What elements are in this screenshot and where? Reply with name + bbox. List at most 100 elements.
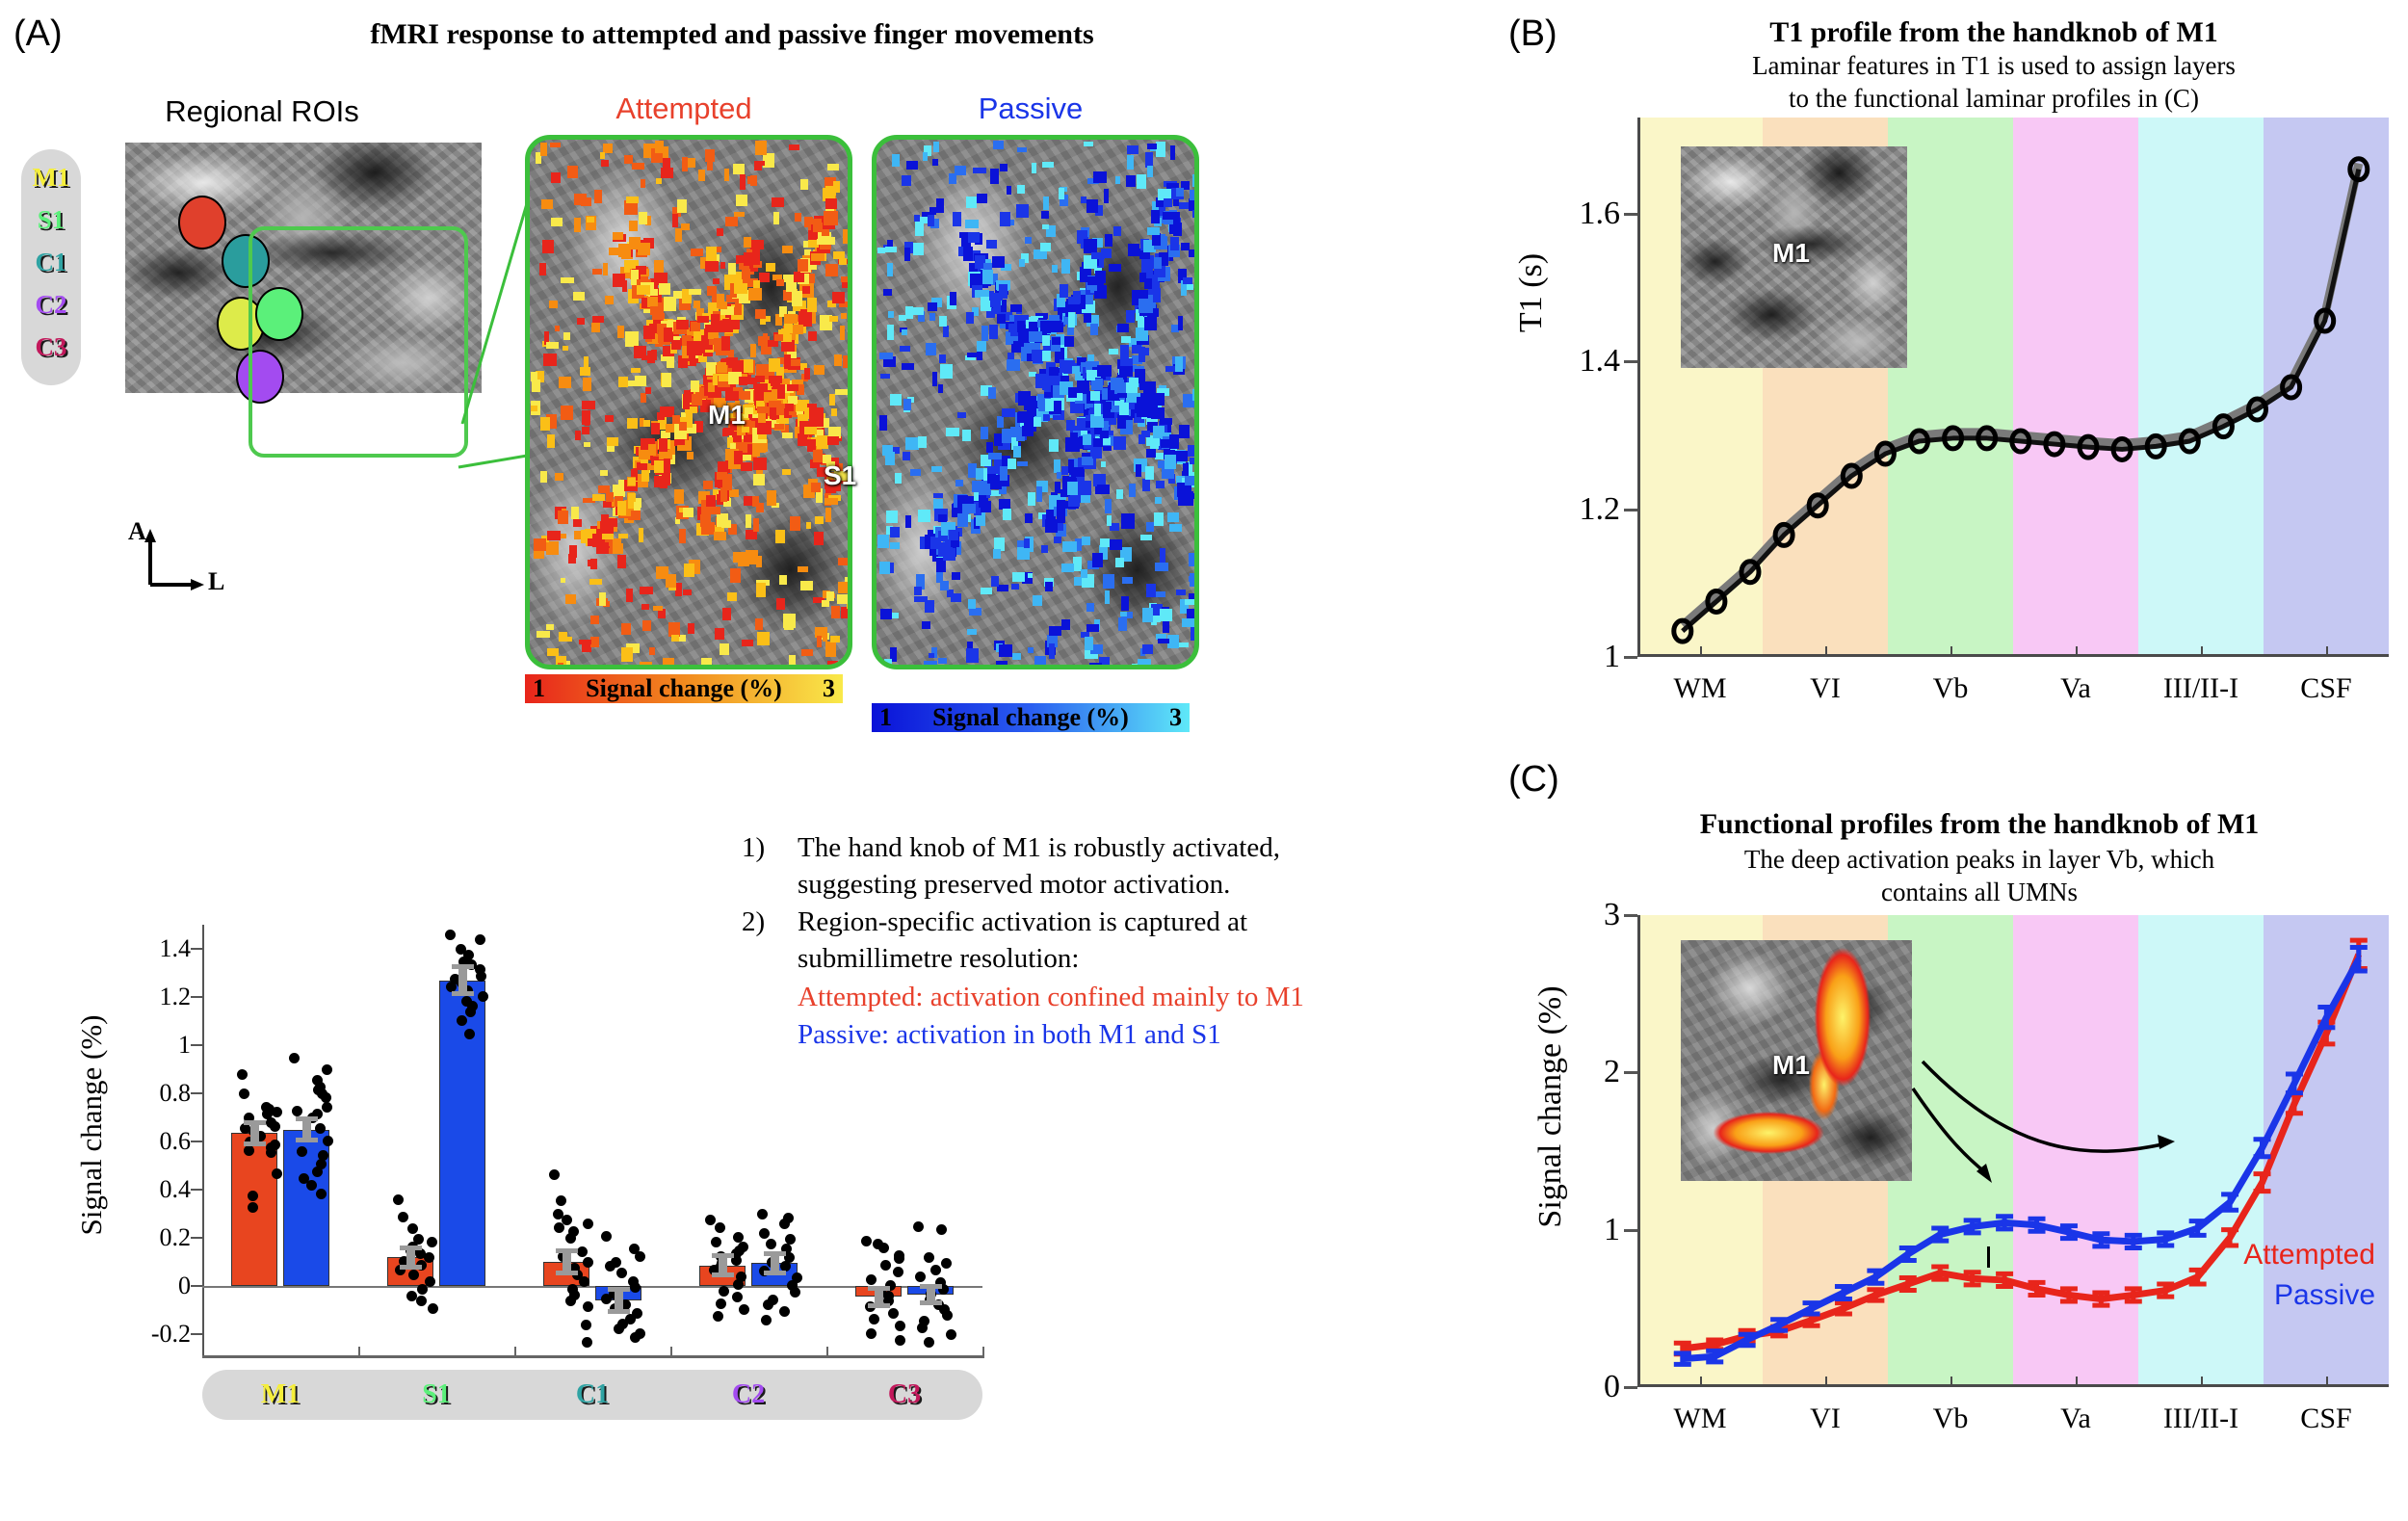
bar-chart-data-point bbox=[937, 1283, 949, 1295]
activation-voxel bbox=[732, 431, 742, 443]
layer-band-iii-ii-i bbox=[2138, 915, 2264, 1387]
activation-voxel bbox=[1136, 464, 1141, 478]
bar-chart-data-point bbox=[450, 974, 461, 985]
bar-chart-data-point bbox=[784, 1234, 796, 1246]
activation-voxel bbox=[753, 518, 760, 532]
activation-voxel bbox=[537, 631, 551, 639]
activation-voxel bbox=[543, 330, 550, 346]
activation-voxel bbox=[981, 587, 992, 594]
activation-voxel bbox=[834, 354, 843, 367]
data-point-marker bbox=[2144, 433, 2167, 459]
activation-voxel bbox=[1137, 396, 1144, 405]
activation-voxel bbox=[1024, 512, 1034, 524]
activation-voxel bbox=[631, 270, 639, 285]
activation-voxel bbox=[1067, 312, 1076, 328]
bar-chart-error-cap bbox=[711, 1253, 734, 1259]
activation-voxel bbox=[1060, 284, 1069, 298]
activation-voxel bbox=[1089, 425, 1097, 434]
data-point-error-bar bbox=[2349, 944, 2368, 974]
activation-voxel bbox=[1080, 632, 1089, 639]
activation-voxel bbox=[929, 312, 935, 322]
bar-chart-data-point bbox=[475, 970, 486, 982]
activation-voxel bbox=[651, 349, 658, 360]
bar-chart-data-point bbox=[619, 1298, 631, 1310]
bar-chart-error-cap bbox=[555, 1248, 578, 1254]
activation-voxel bbox=[1146, 437, 1161, 447]
activation-voxel bbox=[1189, 249, 1194, 257]
activation-voxel bbox=[1072, 290, 1082, 303]
activation-voxel bbox=[1100, 424, 1109, 438]
activation-voxel bbox=[774, 529, 786, 544]
data-point-marker bbox=[1976, 425, 1999, 452]
y-tick bbox=[1624, 360, 1637, 364]
bar-chart-error-cap bbox=[711, 1272, 734, 1278]
activation-voxel bbox=[1181, 618, 1194, 627]
activation-voxel bbox=[1097, 364, 1112, 378]
activation-voxel bbox=[696, 315, 710, 324]
activation-voxel bbox=[546, 341, 560, 350]
bar-chart-data-point bbox=[312, 1109, 324, 1120]
activation-voxel bbox=[625, 588, 633, 603]
data-point-marker bbox=[2009, 428, 2032, 455]
activation-voxel bbox=[1086, 370, 1095, 380]
activation-voxel bbox=[541, 240, 554, 253]
activation-voxel bbox=[1145, 449, 1156, 458]
activation-voxel bbox=[1011, 436, 1019, 450]
bar-chart-data-point bbox=[630, 1331, 641, 1343]
activation-voxel bbox=[652, 605, 664, 612]
activation-voxel bbox=[732, 551, 745, 563]
bar-chart-data-point bbox=[869, 1313, 880, 1324]
bar-chart-y-tick-label: 0.8 bbox=[159, 1079, 192, 1107]
activation-voxel bbox=[1000, 264, 1012, 271]
activation-voxel bbox=[1033, 594, 1042, 606]
activation-voxel bbox=[756, 583, 766, 597]
activation-voxel bbox=[625, 197, 639, 204]
bar-chart-data-point bbox=[247, 1191, 258, 1202]
activation-voxel bbox=[1190, 626, 1194, 641]
activation-voxel bbox=[826, 461, 835, 472]
activation-voxel bbox=[722, 428, 735, 436]
activation-voxel bbox=[999, 643, 1012, 658]
layer-band-iii-ii-i bbox=[2138, 118, 2264, 657]
bar-chart-data-point bbox=[865, 1327, 877, 1339]
activation-voxel bbox=[1089, 644, 1104, 655]
activation-voxel bbox=[975, 511, 986, 527]
activation-voxel bbox=[1163, 449, 1175, 459]
data-point-marker bbox=[1908, 428, 1930, 455]
activation-voxel bbox=[658, 438, 668, 452]
activation-voxel bbox=[727, 523, 737, 535]
activation-voxel bbox=[647, 351, 655, 363]
activation-voxel bbox=[1156, 387, 1170, 397]
activation-voxel bbox=[665, 424, 677, 433]
activation-voxel bbox=[1139, 273, 1147, 283]
bar-chart-data-point bbox=[255, 1130, 267, 1141]
activation-voxel bbox=[574, 430, 582, 440]
activation-voxel bbox=[642, 326, 655, 340]
activation-voxel bbox=[574, 530, 585, 540]
bar-chart-data-point bbox=[424, 1276, 435, 1287]
activation-voxel bbox=[1094, 266, 1102, 274]
activation-voxel bbox=[1001, 455, 1010, 467]
activation-voxel bbox=[1152, 288, 1162, 303]
activation-voxel bbox=[814, 627, 828, 638]
activation-voxel bbox=[885, 526, 894, 535]
bar-chart-error-bar bbox=[458, 966, 467, 994]
activation-voxel bbox=[1073, 576, 1084, 587]
activation-voxel bbox=[965, 311, 974, 325]
activation-voxel bbox=[1035, 312, 1048, 319]
y-tick-label: 1 bbox=[1604, 639, 1620, 674]
activation-voxel bbox=[707, 302, 719, 317]
activation-voxel bbox=[1173, 450, 1188, 461]
activation-voxel bbox=[939, 316, 948, 327]
t1-profile-plot: M1 WM VI Vb Va III/II-I CSF 1 1.2 1.4 1.6 bbox=[1580, 118, 2389, 704]
activation-voxel bbox=[1158, 638, 1169, 644]
activation-voxel bbox=[789, 515, 800, 532]
activation-voxel bbox=[745, 436, 758, 449]
activation-voxel bbox=[706, 157, 714, 171]
activation-voxel bbox=[716, 471, 727, 480]
activation-voxel bbox=[922, 620, 931, 629]
activation-voxel bbox=[648, 444, 657, 457]
activation-voxel bbox=[824, 497, 838, 506]
activation-voxel bbox=[811, 482, 821, 493]
activation-voxel bbox=[584, 442, 591, 448]
